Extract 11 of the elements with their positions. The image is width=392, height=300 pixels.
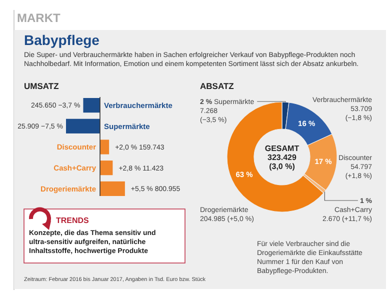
bar: [100, 140, 110, 154]
bar: [100, 181, 125, 196]
bar: [83, 98, 100, 113]
text: GESAMT 323.429 (3,0 %): [264, 144, 300, 171]
chart-title: UMSATZ: [24, 81, 59, 91]
bar: [66, 118, 100, 134]
text: TRENDS: [56, 216, 90, 225]
text: MARKT: [17, 11, 61, 25]
bar: [100, 160, 113, 176]
text: Babypflege: [24, 32, 100, 48]
chart-title: ABSATZ: [200, 81, 234, 91]
